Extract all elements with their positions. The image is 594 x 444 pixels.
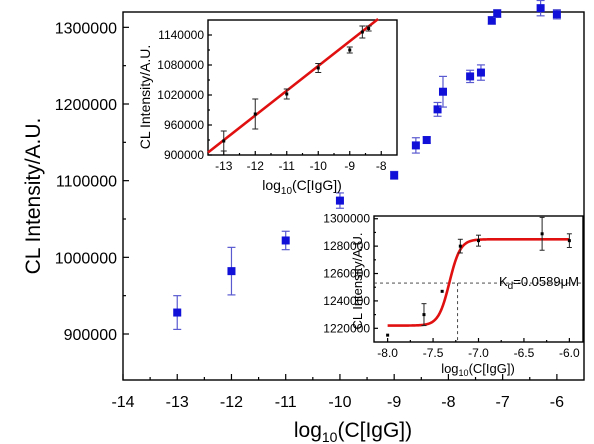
inset-linear-fit-point (253, 112, 257, 116)
inset1-y-tick-label: 1020000 (157, 88, 204, 102)
inset1-x-tick-label: -11 (279, 159, 296, 173)
inset1-x-tick-label: -12 (247, 159, 265, 173)
main-y-tick-label: 1300000 (55, 20, 117, 37)
main-data-point (173, 308, 182, 317)
main-data-point (422, 136, 431, 145)
main-x-tick-label: -13 (166, 394, 189, 411)
inset1-y-tick-label: 960000 (164, 118, 204, 132)
inset-kd-fit-point (440, 289, 444, 293)
inset-kd-fit-y-ticks: 1220000 1240000 1260000 1280000 1300000 (323, 212, 378, 335)
inset2-x-tick-label: -6.5 (514, 346, 535, 360)
inset-linear-fit-y-axis-title: CL Intensity/A.U. (137, 45, 153, 150)
inset2-x-tick-label: -8.0 (377, 346, 398, 360)
main-data-point (411, 141, 420, 150)
kd-annotation-sub: d (508, 281, 514, 292)
main-x-axis-title-sub: 10 (322, 429, 338, 444)
main-data-point (390, 171, 399, 180)
inset2-y-tick-label: 1260000 (323, 267, 370, 281)
inset-kd-fit-x-ticks: -8.0 -7.5 -7.0 -6.5 -6.0 (377, 338, 580, 360)
main-y-axis-title: CL Intensity/A.U. (22, 118, 45, 275)
inset2-y-tick-label: 1280000 (323, 239, 370, 253)
main-x-tick-label: -6 (550, 394, 564, 411)
main-x-tick-label: -10 (328, 394, 351, 411)
inset1-x-tick-label: -9 (344, 159, 355, 173)
main-y-ticks: 900000 1000000 1100000 1200000 1300000 (55, 20, 129, 344)
inset-kd-fit-x-axis-title-log: log (441, 361, 458, 376)
main-plot-panel: -14 -13 -12 -11 -10 -9 -8 -7 -6 900000 1000000 110… (22, 0, 585, 444)
inset-linear-fit-y-ticks: 900000 960000 1020000 1080000 1140000 (157, 28, 212, 162)
main-data-point (476, 68, 485, 77)
inset2-y-tick-label: 1220000 (323, 321, 370, 335)
kd-annotation-k: K (499, 274, 508, 289)
inset1-x-tick-label: -10 (310, 159, 328, 173)
inset-kd-fit-panel: -8.0 -7.5 -7.0 -6.5 -6.0 1220000 1240000 12600… (312, 212, 584, 378)
main-data-point (281, 236, 290, 245)
inset1-x-tick-label: -13 (215, 159, 233, 173)
main-data-point (433, 105, 442, 114)
inset-kd-fit-point (567, 239, 571, 243)
main-data-point (438, 87, 447, 96)
inset-linear-fit-point (367, 27, 371, 30)
inset-kd-fit-x-axis-title: log10(C[IgG]) (441, 361, 515, 378)
main-x-axis-title: log10(C[IgG]) (294, 419, 412, 444)
kd-annotation: Kd=0.0589μM (499, 274, 579, 292)
inset1-y-tick-label: 900000 (164, 148, 204, 162)
inset-kd-fit-point (540, 232, 544, 236)
main-x-tick-label: -14 (111, 394, 134, 411)
inset-kd-fit-points (386, 216, 572, 337)
main-data-point (227, 267, 236, 276)
inset-linear-fit-point (348, 48, 352, 52)
inset-linear-fit-x-ticks: -13 -12 -11 -10 -9 -8 (215, 151, 387, 173)
main-plot-frame (122, 11, 585, 381)
inset2-x-tick-label: -6.0 (559, 346, 580, 360)
inset1-y-tick-label: 1080000 (157, 58, 204, 72)
main-x-tick-label: -7 (496, 394, 510, 411)
inset-kd-fit-point (477, 239, 480, 243)
main-x-tick-label: -9 (387, 394, 401, 411)
main-x-ticks: -14 -13 -12 -11 -10 -9 -8 -7 -6 (111, 374, 564, 411)
inset2-x-tick-label: -7.0 (468, 346, 489, 360)
main-y-tick-label: 1100000 (56, 174, 117, 191)
main-data-point (466, 72, 475, 81)
inset1-y-tick-label: 1140000 (158, 28, 204, 42)
inset-linear-fit-point (222, 139, 226, 143)
inset-linear-fit-point (360, 30, 364, 34)
inset-kd-fit-x-axis-title-sub: 10 (459, 368, 469, 378)
inset-linear-fit-x-axis-title-rest: (C[IgG]) (292, 177, 342, 193)
inset1-x-tick-label: -8 (376, 159, 387, 173)
inset-kd-fit-point (386, 333, 390, 337)
inset-linear-fit-background (208, 20, 397, 155)
main-data-point (487, 16, 496, 25)
main-x-axis-title-log: log (294, 419, 322, 442)
inset-linear-fit-point (285, 92, 289, 96)
inset2-y-tick-label: 1240000 (323, 294, 370, 308)
main-data-point (493, 9, 502, 18)
inset-kd-fit-x-axis-title-rest: (C[IgG]) (469, 361, 515, 376)
main-y-tick-label: 900000 (64, 327, 117, 344)
main-x-tick-label: -8 (441, 394, 455, 411)
inset-linear-fit-x-axis-title-sub: 10 (281, 186, 293, 197)
inset-kd-fit-y-axis-title: CL Intensity/A.U. (350, 232, 365, 329)
inset2-x-tick-label: -7.5 (423, 346, 444, 360)
main-y-tick-label: 1200000 (55, 97, 117, 114)
inset-linear-fit-points (220, 25, 372, 152)
main-x-axis-title-rest: (C[IgG]) (337, 419, 412, 442)
inset-linear-fit-x-axis-title: log10(C[IgG]) (262, 177, 342, 197)
main-x-tick-label: -11 (275, 394, 297, 411)
main-y-tick-label: 1000000 (55, 250, 117, 267)
kd-annotation-value: =0.0589μM (513, 274, 579, 289)
inset-linear-fit-point (316, 66, 320, 70)
inset-linear-fit-x-axis-title-log: log (262, 177, 281, 193)
main-data-point (552, 10, 561, 19)
main-x-tick-label: -12 (220, 394, 243, 411)
inset-kd-fit-point (458, 244, 462, 248)
main-data-points (173, 0, 561, 330)
inset-linear-fit-line (207, 17, 379, 154)
inset-linear-fit-panel: -13 -12 -11 -10 -9 -8 900000 960000 1020000 1080… (137, 17, 398, 197)
main-data-point (335, 196, 344, 205)
main-data-point (536, 4, 545, 13)
inset-kd-fit-point (422, 313, 426, 317)
inset2-y-tick-label: 1300000 (323, 212, 370, 226)
